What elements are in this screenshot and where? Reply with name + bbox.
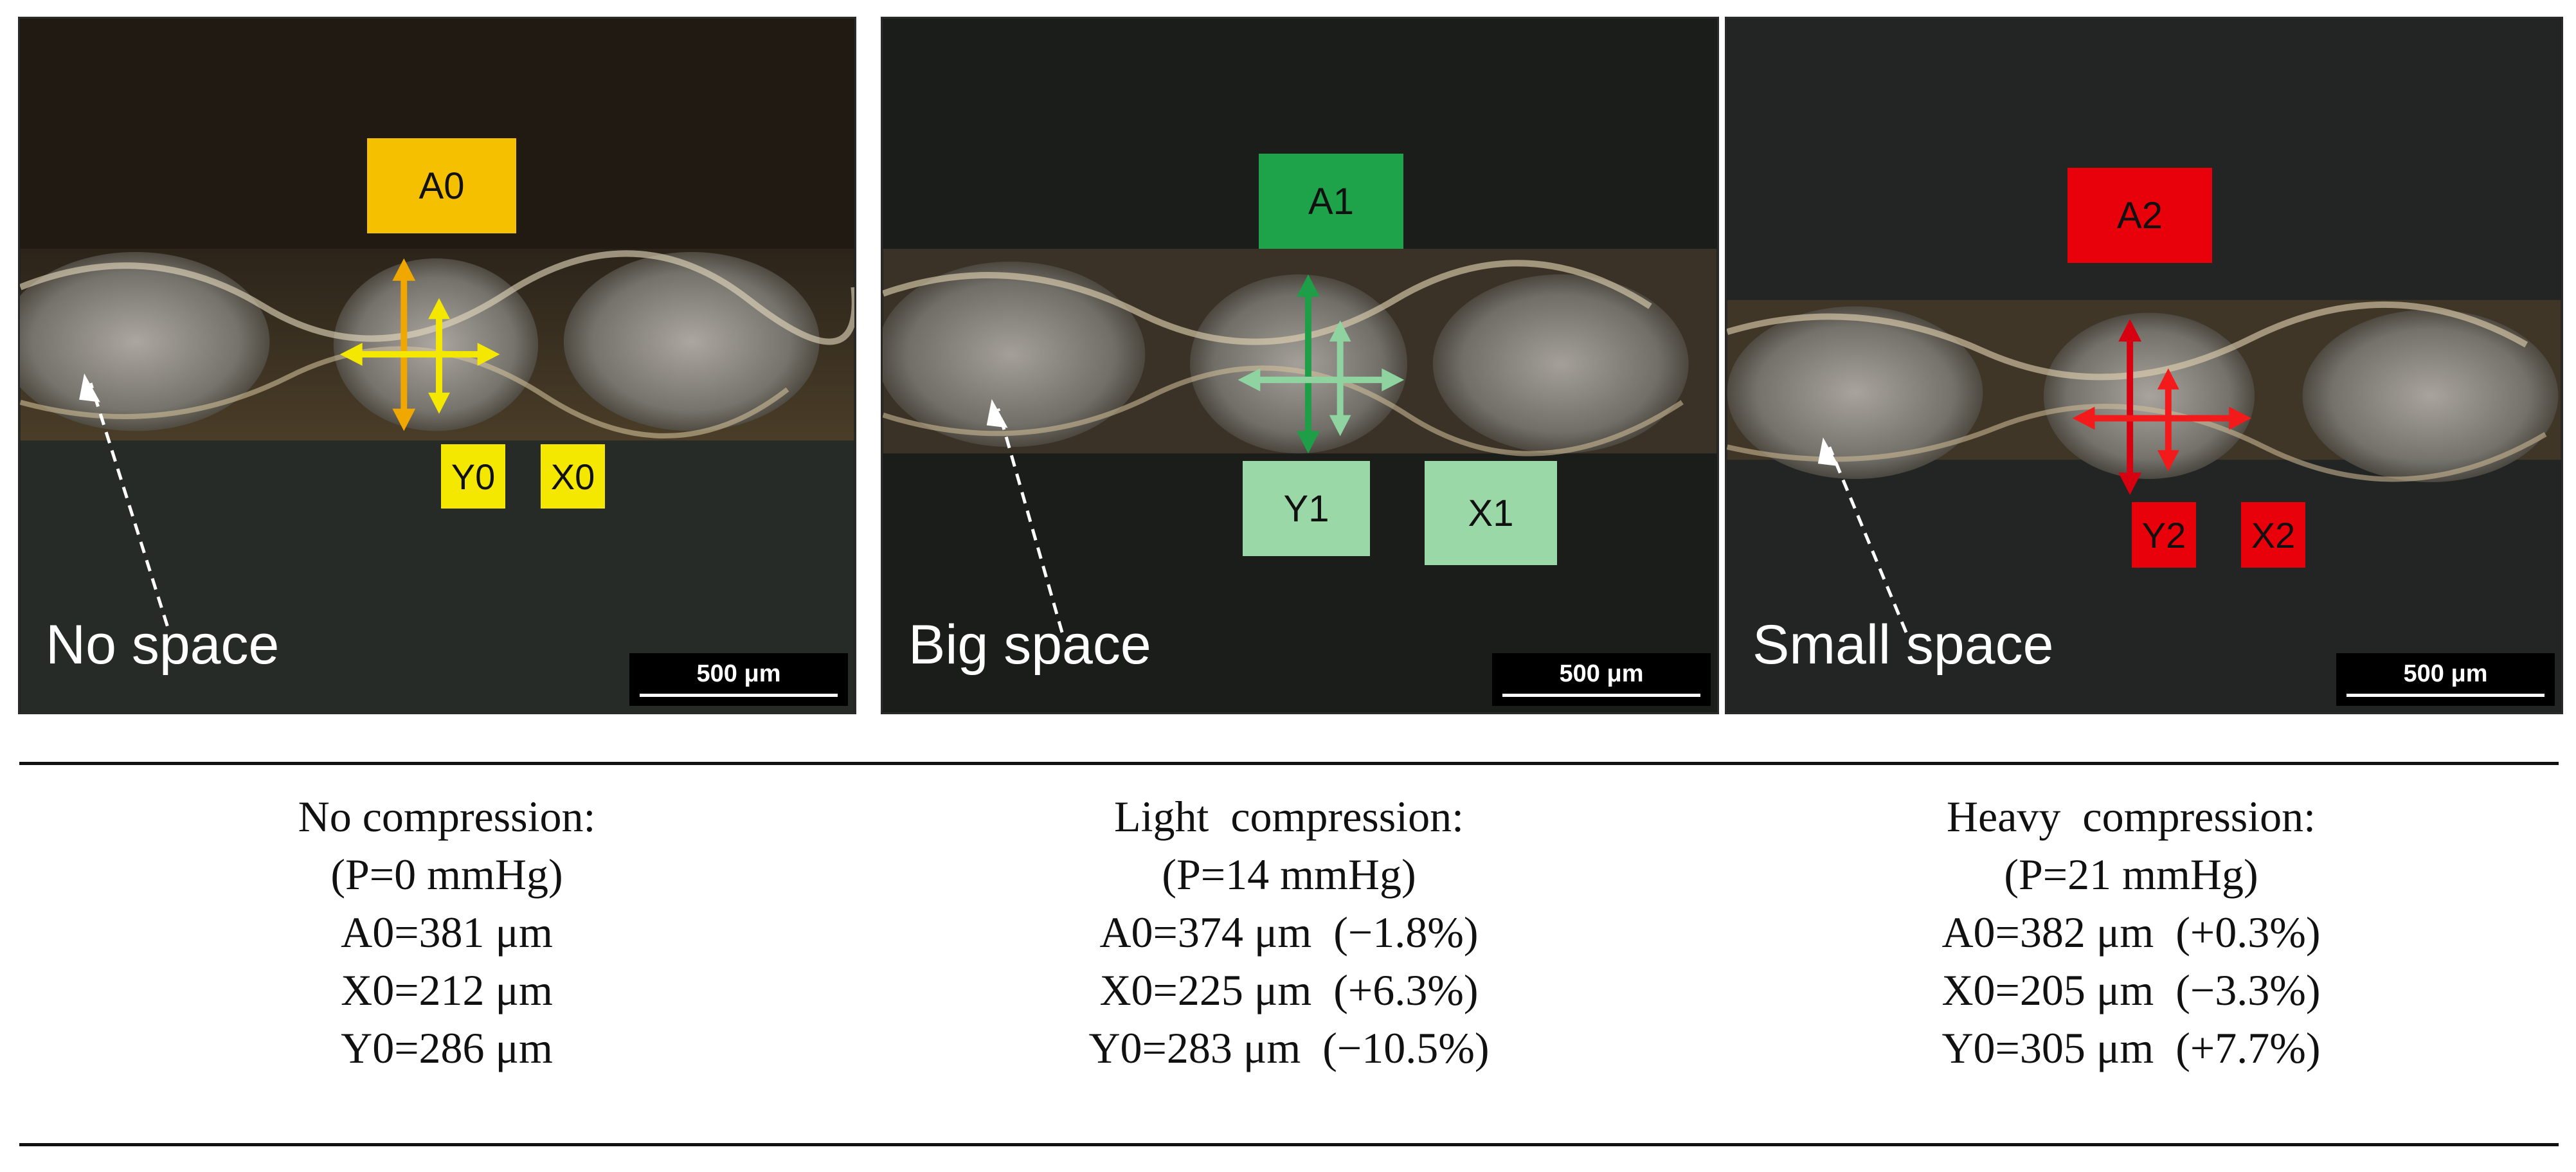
- scale-bar-line: [640, 694, 838, 697]
- tag-y0: Y0: [441, 444, 505, 509]
- condition-pressure: (P=21 mmHg): [2004, 850, 2258, 899]
- yarn-micrograph-image: [1727, 19, 2561, 712]
- scale-bar-line: [2346, 694, 2544, 697]
- condition-title: Heavy compression:: [1946, 792, 2316, 841]
- tag-a0: A0: [367, 138, 516, 233]
- micrograph-big-space: A1 Y1 X1 Big space 500 μm: [881, 17, 1719, 714]
- tag-x0: X0: [541, 444, 605, 509]
- scale-bar-label: 500 μm: [2403, 660, 2488, 687]
- measurement-a: A0=381 μm: [341, 908, 553, 957]
- measurement-x: X0=225 μm (+6.3%): [1099, 966, 1479, 1014]
- micrograph-no-space: A0 Y0 X0 No space 500 μm: [18, 17, 856, 714]
- measurement-x: X0=205 μm (−3.3%): [1941, 966, 2321, 1014]
- measurement-y: Y0=305 μm (+7.7%): [1941, 1023, 2321, 1072]
- measurement-a: A0=374 μm (−1.8%): [1099, 908, 1479, 957]
- measurement-x: X0=212 μm: [341, 966, 553, 1014]
- tag-y2: Y2: [2132, 502, 2196, 568]
- yarn-micrograph-image: [20, 19, 854, 712]
- table-top-rule: [19, 762, 2559, 765]
- table-bottom-rule: [19, 1143, 2559, 1146]
- scale-bar-line: [1502, 694, 1700, 697]
- measurement-y: Y0=283 μm (−10.5%): [1088, 1023, 1490, 1072]
- space-label: No space: [46, 614, 280, 676]
- micrograph-small-space: A2 Y2 X2 Small space 500 μm: [1725, 17, 2563, 714]
- space-label: Big space: [908, 614, 1151, 676]
- tag-y1: Y1: [1243, 461, 1370, 556]
- scale-bar-label: 500 μm: [1559, 660, 1644, 687]
- measurement-y: Y0=286 μm: [341, 1023, 553, 1072]
- scale-bar: 500 μm: [2336, 653, 2555, 706]
- tag-x2: X2: [2241, 502, 2305, 568]
- condition-pressure: (P=14 mmHg): [1162, 850, 1416, 899]
- condition-title: Light compression:: [1114, 792, 1464, 841]
- tag-x1: X1: [1425, 461, 1557, 565]
- condition-title: No compression:: [298, 792, 596, 841]
- condition-column-no-compression: No compression: (P=0 mmHg) A0=381 μm X0=…: [61, 788, 833, 1077]
- measurement-a: A0=382 μm (+0.3%): [1941, 908, 2321, 957]
- scale-bar: 500 μm: [629, 653, 848, 706]
- yarn-micrograph-image: [883, 19, 1717, 712]
- scale-bar-label: 500 μm: [696, 660, 781, 687]
- condition-column-heavy-compression: Heavy compression: (P=21 mmHg) A0=382 μm…: [1745, 788, 2517, 1077]
- tag-a1: A1: [1259, 154, 1403, 249]
- scale-bar: 500 μm: [1492, 653, 1711, 706]
- condition-column-light-compression: Light compression: (P=14 mmHg) A0=374 μm…: [903, 788, 1675, 1077]
- condition-pressure: (P=0 mmHg): [330, 850, 563, 899]
- tag-a2: A2: [2067, 168, 2212, 263]
- space-label: Small space: [1752, 614, 2054, 676]
